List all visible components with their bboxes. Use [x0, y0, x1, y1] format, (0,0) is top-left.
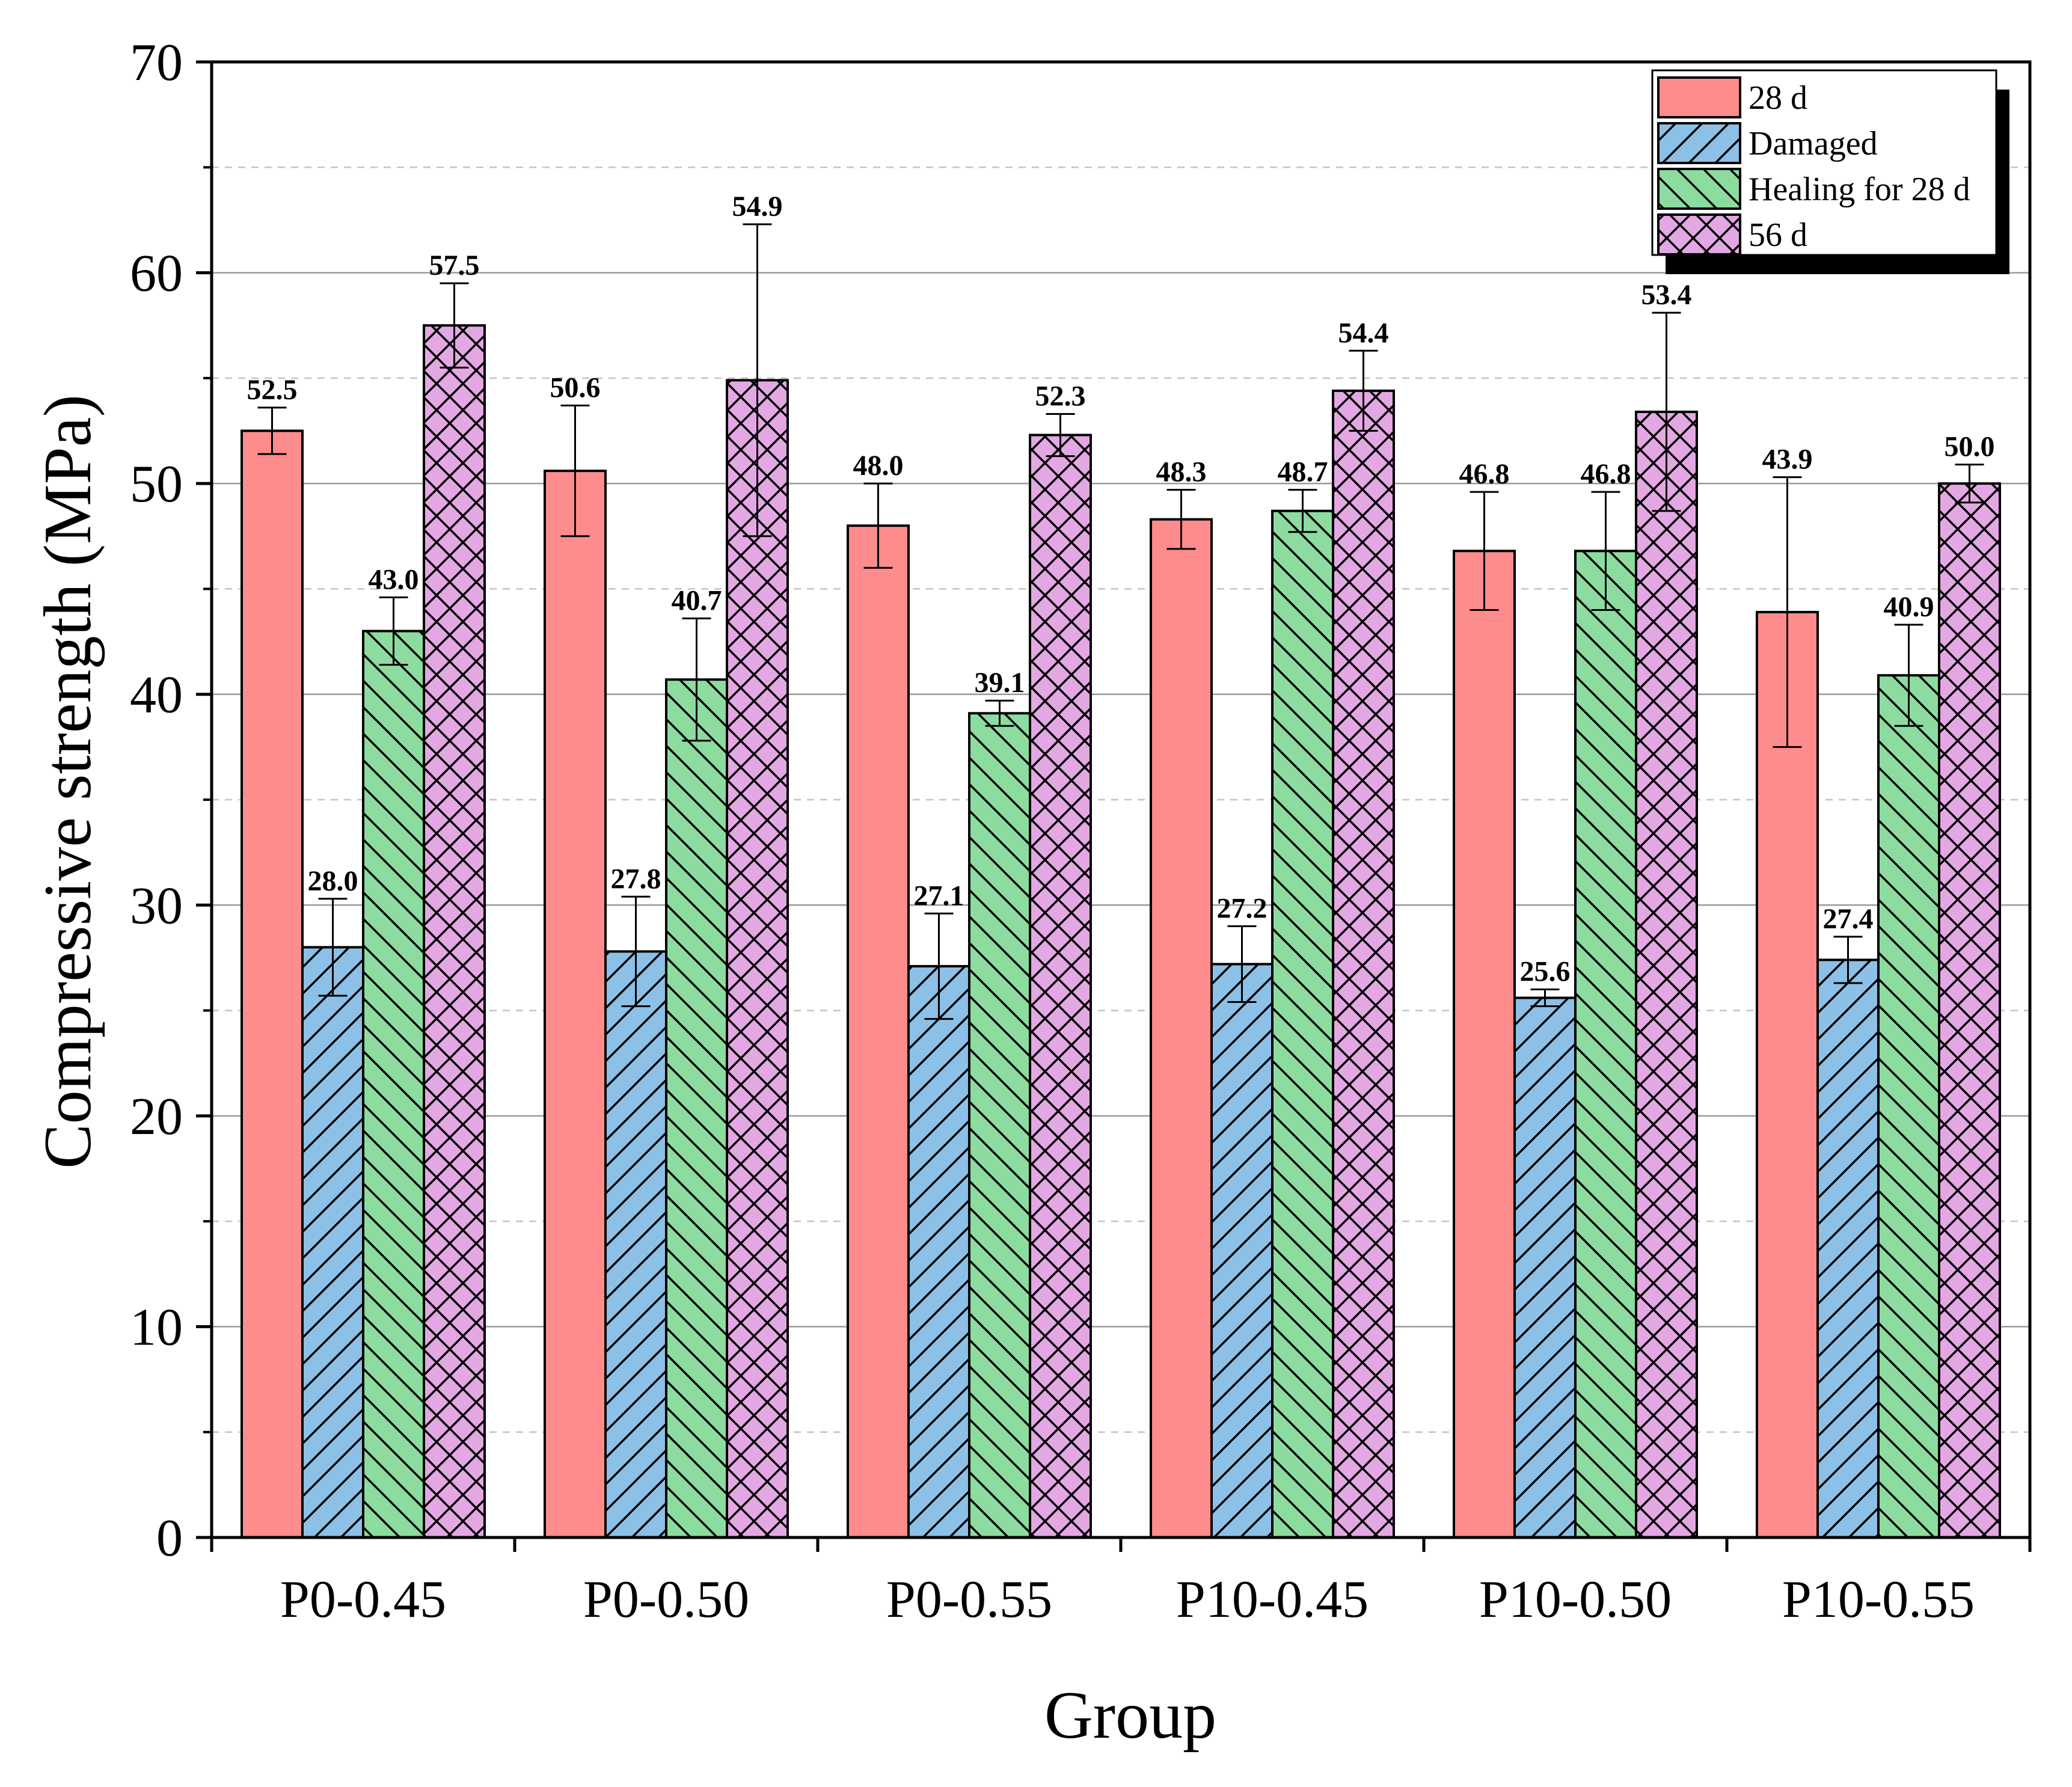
legend-label: 28 d	[1749, 79, 1807, 117]
data-label: 40.9	[1884, 591, 1934, 623]
bar-pattern	[605, 951, 666, 1537]
y-tick-label: 10	[130, 1298, 183, 1356]
bar-pattern	[1333, 390, 1394, 1538]
x-tick-label: P0-0.50	[583, 1571, 749, 1629]
x-tick-label: P10-0.45	[1176, 1571, 1369, 1629]
y-tick-label: 20	[130, 1088, 183, 1146]
bar-pattern	[1636, 411, 1697, 1538]
y-tick-label: 0	[156, 1509, 183, 1568]
bar-pattern	[1515, 998, 1575, 1537]
data-label: 28.0	[308, 865, 358, 897]
legend-swatch-outline	[1657, 76, 1741, 118]
bar-pattern	[1030, 435, 1091, 1537]
data-label: 52.5	[247, 374, 298, 406]
legend[interactable]: 28 d Damaged Healing for 28 d 56 d	[1651, 69, 2009, 274]
legend-swatch-pattern	[1658, 215, 1740, 254]
data-label: 27.4	[1823, 903, 1874, 935]
bar-pattern	[363, 631, 424, 1537]
data-label: 48.0	[853, 450, 904, 482]
data-label: 43.0	[369, 563, 419, 595]
bar-pattern	[969, 713, 1030, 1537]
axes: P0-0.45 P0-0.50 P0-0.55 P10-0.45 P10-0.50 P10…	[130, 34, 2032, 1629]
bar-28-d-p10-0.50[interactable]	[1454, 551, 1515, 1538]
bar-pattern	[727, 380, 788, 1538]
bar-28-d-p10-0.45[interactable]	[1151, 519, 1212, 1537]
legend-swatch-outline	[1657, 213, 1741, 256]
data-label: 40.7	[672, 585, 722, 617]
legend-swatch-outline	[1657, 168, 1741, 210]
bar-pattern	[666, 679, 727, 1537]
data-label: 54.9	[732, 191, 783, 222]
legend-swatch-pattern	[1658, 123, 1740, 163]
data-label: 25.6	[1520, 956, 1571, 988]
bar-pattern	[909, 966, 969, 1537]
bar-pattern	[1818, 960, 1878, 1537]
x-axis-title: Group	[1044, 1678, 1216, 1753]
data-label: 48.3	[1156, 456, 1207, 488]
bar-28-d-p10-0.55[interactable]	[1757, 612, 1818, 1537]
data-label: 43.9	[1762, 444, 1813, 476]
data-label: 57.5	[429, 250, 480, 281]
data-label: 48.7	[1278, 456, 1328, 488]
data-labels: 52.5 28.0 43.0 57.5 50.6 27.8 40.7 54.9 48.0 27.1…	[247, 191, 1995, 988]
data-label: 27.1	[914, 880, 964, 912]
bar-pattern	[302, 947, 363, 1537]
data-label: 46.8	[1581, 458, 1631, 490]
bars	[241, 324, 2001, 1539]
y-tick-label: 30	[130, 877, 183, 935]
data-label: 54.4	[1338, 317, 1389, 349]
legend-swatch	[1658, 78, 1740, 117]
x-tick-label: P0-0.55	[886, 1571, 1052, 1629]
data-label: 39.1	[975, 667, 1025, 699]
data-label: 50.0	[1945, 431, 1995, 463]
legend-label: 56 d	[1749, 216, 1807, 254]
y-axis-title: Compressive strength (MPa)	[31, 394, 105, 1169]
y-tick-label: 40	[130, 666, 183, 725]
y-tick-label: 70	[130, 34, 183, 92]
data-label: 53.4	[1641, 279, 1692, 311]
data-label: 52.3	[1035, 380, 1086, 412]
bar-pattern	[1939, 483, 2000, 1538]
y-tick-label: 50	[130, 455, 183, 513]
legend-label: Healing for 28 d	[1749, 171, 1970, 208]
bar-pattern	[424, 325, 485, 1537]
x-tick-label: P10-0.55	[1782, 1571, 1975, 1629]
data-label: 50.6	[550, 372, 601, 403]
data-label: 27.2	[1217, 892, 1267, 924]
error-bars	[257, 223, 1984, 1020]
legend-label: Damaged	[1749, 125, 1878, 162]
x-tick-label: P0-0.45	[280, 1571, 446, 1629]
bar-28-d-p0-0.55[interactable]	[848, 526, 909, 1538]
bar-28-d-p0-0.50[interactable]	[545, 471, 605, 1537]
data-label: 46.8	[1459, 458, 1510, 490]
data-label: 27.8	[611, 863, 661, 895]
y-tick-label: 60	[130, 245, 183, 303]
x-tick-label: P10-0.50	[1479, 1571, 1672, 1629]
bar-pattern	[1878, 675, 1939, 1537]
bar-pattern	[1212, 964, 1272, 1537]
grid-lines	[212, 167, 2030, 1433]
bar-28-d-p0-0.45[interactable]	[242, 431, 302, 1538]
bar-pattern	[1575, 551, 1636, 1538]
legend-swatch-pattern	[1658, 169, 1740, 209]
bar-pattern	[1272, 510, 1333, 1537]
legend-swatch-outline	[1657, 122, 1741, 164]
